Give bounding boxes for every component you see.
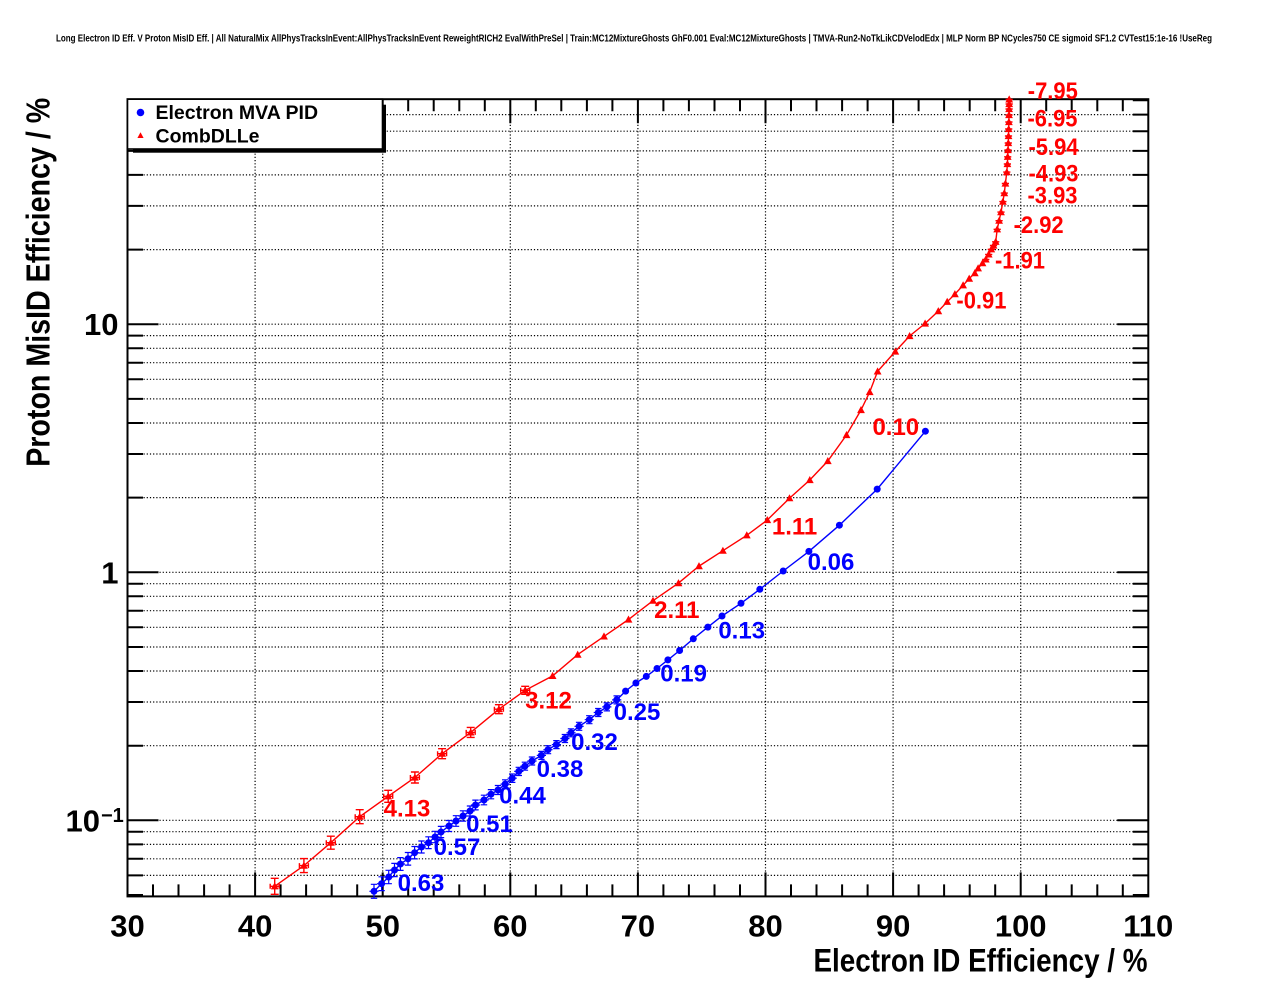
svg-text:Proton MisID Efficiency / %: Proton MisID Efficiency / % [20, 98, 57, 467]
svg-text:0.06: 0.06 [808, 549, 855, 576]
svg-text:0.38: 0.38 [537, 756, 584, 783]
svg-text:CombDLLe: CombDLLe [156, 126, 260, 148]
svg-text:10: 10 [84, 307, 118, 342]
svg-text:-6.95: -6.95 [1028, 106, 1078, 133]
svg-text:Electron ID Efficiency / %: Electron ID Efficiency / % [814, 943, 1148, 979]
svg-text:70: 70 [621, 909, 655, 944]
svg-text:Electron MVA PID: Electron MVA PID [156, 102, 319, 124]
svg-text:0.25: 0.25 [614, 699, 661, 726]
svg-text:110: 110 [1123, 909, 1173, 944]
svg-text:100: 100 [995, 909, 1047, 944]
svg-text:90: 90 [876, 909, 910, 944]
svg-text:40: 40 [238, 909, 272, 944]
svg-text:0.51: 0.51 [466, 811, 513, 838]
svg-text:-7.95: -7.95 [1028, 78, 1078, 105]
svg-text:4.13: 4.13 [384, 796, 431, 823]
svg-text:80: 80 [748, 909, 782, 944]
svg-text:60: 60 [493, 909, 527, 944]
svg-text:3.12: 3.12 [525, 688, 572, 715]
svg-text:0.44: 0.44 [499, 783, 546, 810]
svg-text:0.10: 0.10 [872, 414, 919, 441]
svg-text:-4.93: -4.93 [1029, 160, 1079, 187]
svg-text:-5.94: -5.94 [1029, 134, 1080, 161]
svg-text:0.63: 0.63 [398, 870, 445, 897]
svg-text:Long Electron ID Eff. V Proton: Long Electron ID Eff. V Proton MisID Eff… [56, 34, 1212, 45]
svg-text:30: 30 [110, 909, 144, 944]
svg-text:-1.91: -1.91 [995, 248, 1045, 275]
svg-text:50: 50 [365, 909, 399, 944]
svg-text:10: 10 [66, 803, 100, 838]
svg-text:1.11: 1.11 [772, 514, 817, 541]
svg-text:0.19: 0.19 [660, 661, 707, 688]
svg-text:-3.93: -3.93 [1028, 183, 1078, 210]
svg-text:−1: −1 [101, 805, 124, 827]
svg-text:2.11: 2.11 [654, 597, 699, 624]
svg-text:0.57: 0.57 [434, 834, 481, 861]
svg-text:1: 1 [101, 555, 118, 590]
svg-text:0.32: 0.32 [571, 729, 618, 756]
svg-text:-0.91: -0.91 [956, 288, 1006, 315]
svg-text:0.13: 0.13 [718, 618, 765, 645]
svg-text:-2.92: -2.92 [1014, 212, 1064, 239]
